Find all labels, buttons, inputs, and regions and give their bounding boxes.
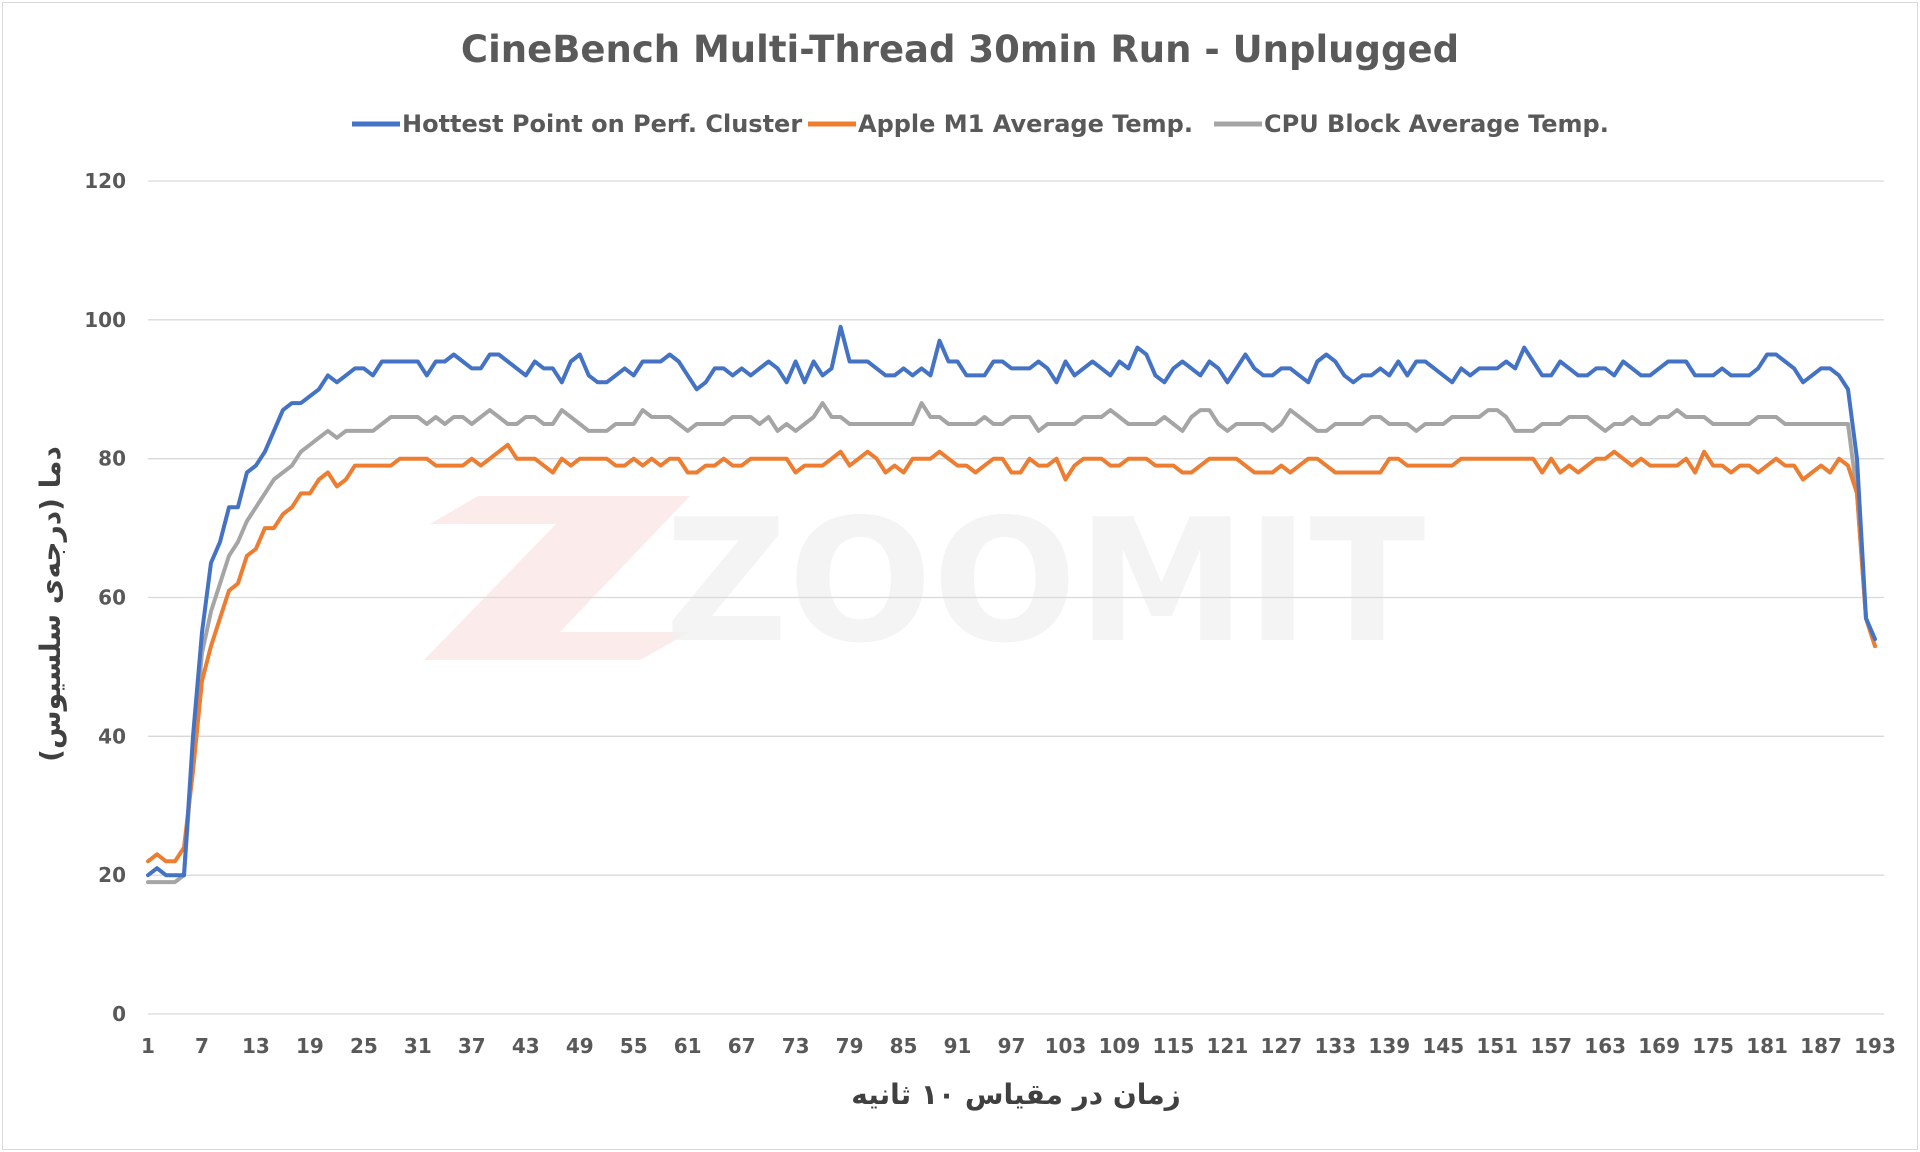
x-tick-label: 133 — [1314, 1034, 1356, 1058]
x-tick-label: 163 — [1584, 1034, 1626, 1058]
watermark: ZOOMIT — [424, 483, 1425, 681]
x-tick-label: 187 — [1800, 1034, 1842, 1058]
x-tick-label: 151 — [1476, 1034, 1518, 1058]
x-tick-label: 145 — [1422, 1034, 1464, 1058]
x-tick-label: 49 — [566, 1034, 594, 1058]
series-lines — [146, 324, 1877, 885]
x-tick-label: 91 — [944, 1034, 972, 1058]
x-tick-label: 73 — [782, 1034, 810, 1058]
x-tick-label: 109 — [1099, 1034, 1141, 1058]
legend: Hottest Point on Perf. Cluster Apple M1 A… — [352, 110, 1609, 138]
x-tick-label: 175 — [1692, 1034, 1734, 1058]
legend-entry: Apple M1 Average Temp. — [858, 110, 1193, 138]
x-tick-label: 19 — [296, 1034, 324, 1058]
series-line-cpu-block-average-temp — [146, 401, 1877, 885]
x-tick-label: 103 — [1045, 1034, 1087, 1058]
x-tick-label: 181 — [1746, 1034, 1788, 1058]
x-tick-label: 1 — [141, 1034, 155, 1058]
x-tick-label: 7 — [195, 1034, 209, 1058]
x-tick-label: 115 — [1153, 1034, 1195, 1058]
watermark-text: ZOOMIT — [665, 483, 1426, 681]
x-tick-label: 43 — [512, 1034, 540, 1058]
x-axis-label: زمان در مقیاس ۱۰ ثانیه — [851, 1078, 1181, 1111]
x-tick-label: 79 — [836, 1034, 864, 1058]
x-tick-label: 169 — [1638, 1034, 1680, 1058]
x-tick-label: 157 — [1530, 1034, 1572, 1058]
y-tick-label: 120 — [84, 169, 126, 193]
y-tick-label: 20 — [98, 863, 126, 887]
x-tick-label: 37 — [458, 1034, 486, 1058]
series-line-apple-m1-average-temp — [146, 442, 1877, 864]
x-tick-label: 31 — [404, 1034, 432, 1058]
x-tick-label: 67 — [728, 1034, 756, 1058]
y-tick-labels: 0 20 40 60 80 100 120 — [84, 169, 126, 1026]
x-tick-label: 85 — [890, 1034, 918, 1058]
x-tick-label: 121 — [1207, 1034, 1249, 1058]
y-axis-label: دما (درجه‌ی سلسیوس) — [34, 446, 67, 762]
x-tick-label: 127 — [1260, 1034, 1302, 1058]
watermark-logo-mark — [424, 496, 690, 660]
legend-entry: Hottest Point on Perf. Cluster — [402, 110, 802, 138]
x-tick-label: 193 — [1854, 1034, 1896, 1058]
y-tick-label: 80 — [98, 447, 126, 471]
legend-entry: CPU Block Average Temp. — [1264, 110, 1609, 138]
y-tick-label: 60 — [98, 586, 126, 610]
x-tick-label: 139 — [1368, 1034, 1410, 1058]
gridlines — [148, 180, 1884, 1015]
x-tick-labels: 1 7 13 19 25 31 37 43 49 55 61 67 73 79 85 91 97 103 109 11… — [141, 1034, 1896, 1058]
x-tick-label: 25 — [350, 1034, 378, 1058]
x-tick-label: 61 — [674, 1034, 702, 1058]
x-tick-label: 55 — [620, 1034, 648, 1058]
chart-title: CineBench Multi-Thread 30min Run - Unplu… — [461, 28, 1459, 71]
y-tick-label: 40 — [98, 724, 126, 748]
x-tick-label: 13 — [242, 1034, 270, 1058]
y-tick-label: 0 — [112, 1002, 126, 1026]
y-tick-label: 100 — [84, 308, 126, 332]
series-line-hottest-point-on-perf-cluster — [146, 324, 1877, 878]
x-tick-label: 97 — [998, 1034, 1026, 1058]
